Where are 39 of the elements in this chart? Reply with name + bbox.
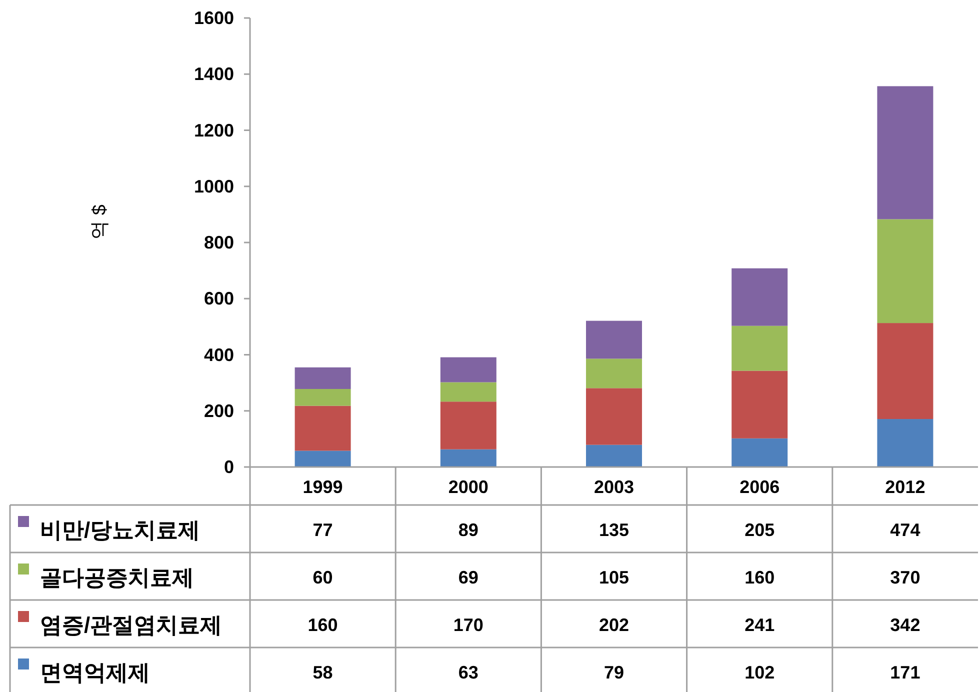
legend-label: 골다공증치료제 [40, 564, 194, 590]
data-label: 63 [458, 662, 478, 682]
data-label: 102 [744, 662, 775, 682]
legend-label: 면역억제제 [40, 660, 150, 685]
y-tick-label: 400 [204, 344, 234, 365]
legend-label: 비만/당뇨치료제 [40, 517, 200, 542]
data-label: 135 [598, 520, 630, 540]
y-tick-label: 0 [224, 457, 234, 477]
data-label: 202 [598, 614, 630, 635]
x-tick-label: 2006 [740, 477, 780, 497]
data-label: 205 [744, 520, 775, 540]
data-label: 474 [890, 520, 920, 540]
y-tick-label: 1400 [194, 64, 234, 84]
y-tick-label: 1600 [194, 8, 234, 28]
data-label: 58 [312, 662, 333, 682]
x-tick-label: 2000 [448, 477, 488, 497]
y-tick-label: 1200 [194, 120, 234, 140]
data-label: 79 [604, 662, 624, 682]
data-label: 171 [890, 662, 920, 682]
data-label: 160 [308, 614, 338, 635]
data-label: 170 [453, 614, 484, 635]
data-label: 241 [744, 614, 775, 635]
y-tick-label: 1000 [194, 176, 234, 196]
legend-label: 염증/관절염치료제 [40, 612, 222, 638]
x-tick-label: 1999 [302, 477, 343, 497]
data-label: 89 [458, 520, 478, 540]
data-label: 77 [312, 520, 333, 540]
data-label: 370 [890, 567, 920, 588]
data-label: 60 [312, 567, 333, 588]
y-axis-title: 억 $ [90, 204, 110, 240]
y-tick-label: 800 [204, 232, 234, 252]
y-tick-label: 600 [204, 288, 234, 309]
data-label: 342 [890, 614, 920, 635]
data-label: 105 [598, 567, 630, 588]
x-tick-label: 2003 [594, 477, 634, 497]
data-label: 160 [744, 567, 775, 588]
y-tick-label: 200 [204, 400, 234, 421]
x-tick-label: 2012 [885, 477, 926, 497]
data-label: 69 [458, 567, 478, 588]
